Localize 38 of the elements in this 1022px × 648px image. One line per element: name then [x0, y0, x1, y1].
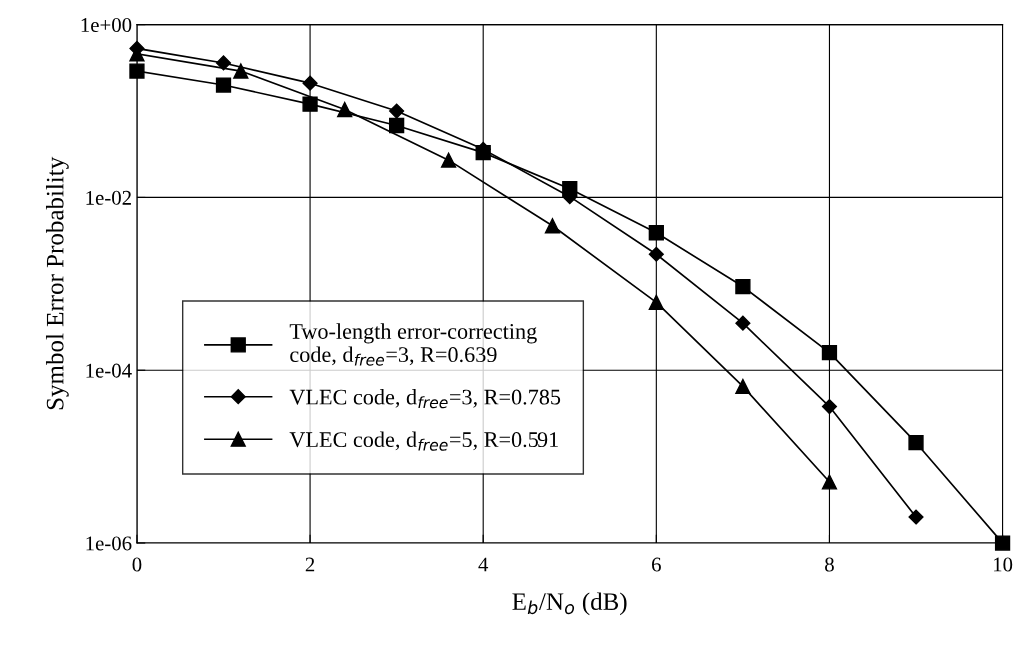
- point: [129, 63, 145, 79]
- y-tick-label: 1e-06: [86, 536, 132, 551]
- point: [562, 181, 578, 197]
- legend-label: Two-length error-correcting code, d$_{free}$=3, R=0.639: [289, 323, 537, 366]
- point: [994, 535, 1011, 551]
- x-tick-label: 4: [478, 557, 489, 572]
- point: [821, 344, 838, 361]
- x-tick-label: 10: [994, 557, 1013, 572]
- legend-label: VLEC code, d$_{free}$=3, R=0.785: [289, 388, 561, 409]
- point: [648, 225, 664, 241]
- point: [388, 117, 405, 134]
- point: [735, 278, 751, 295]
- y-tick-label: 1e-02: [86, 190, 131, 205]
- x-axis-title: E$_{b}$/N$_{o}$ (dB): [512, 592, 627, 616]
- point: [215, 55, 232, 71]
- point: [389, 103, 405, 119]
- x-tick-label: 2: [305, 557, 315, 572]
- point: [302, 75, 318, 91]
- point: [821, 398, 838, 415]
- point: [233, 63, 249, 79]
- y-tick-label: 1e+00: [81, 18, 132, 33]
- point: [735, 378, 751, 395]
- point: [440, 152, 457, 168]
- point: [735, 315, 751, 331]
- point: [544, 218, 561, 234]
- legend-label: VLEC code, d$_{free}$=5, R=0.591: [289, 431, 558, 451]
- point: [302, 96, 318, 112]
- point: [648, 246, 664, 262]
- point: [821, 474, 838, 490]
- point: [908, 435, 924, 451]
- y-axis-title: Symbol Error Probability: [45, 156, 69, 410]
- x-tick-label: 0: [132, 557, 142, 572]
- x-tick-label: 6: [652, 557, 661, 572]
- y-tick-label: 1e-04: [86, 363, 132, 378]
- point: [908, 509, 924, 525]
- x-tick-label: 8: [825, 557, 834, 572]
- point: [215, 77, 232, 93]
- point: [648, 294, 664, 311]
